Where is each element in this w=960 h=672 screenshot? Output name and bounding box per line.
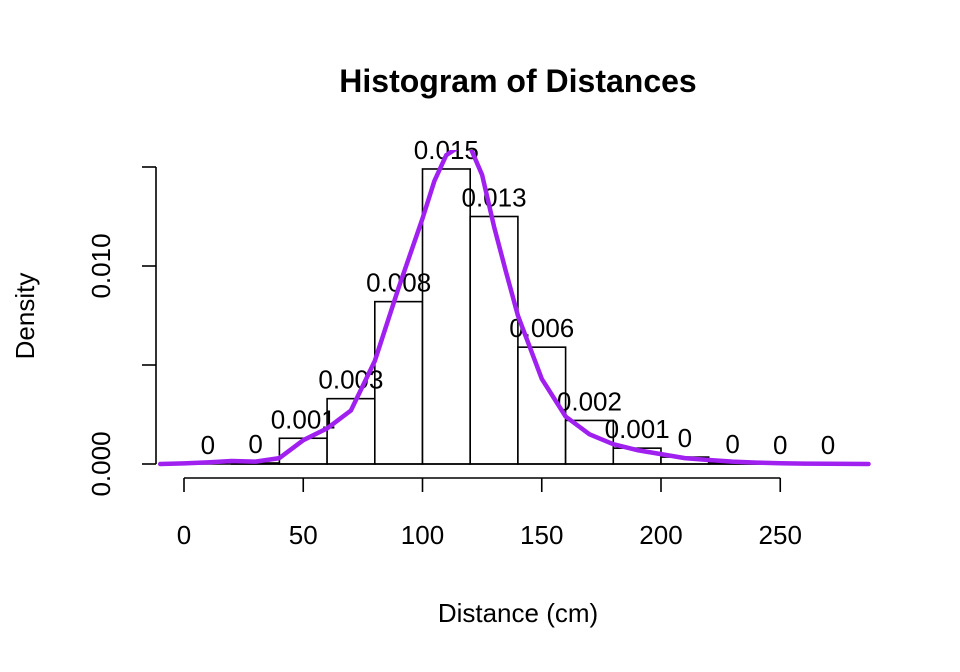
y-axis: 0.000 0.010	[86, 166, 157, 497]
histogram-bar	[469, 215, 519, 465]
chart-title: Histogram of Distances	[339, 63, 696, 99]
density-curve-layer	[157, 150, 871, 467]
bar-value-label: 0	[678, 423, 692, 453]
y-tick-label: 0.000	[86, 431, 116, 496]
x-tick-label: 250	[759, 520, 802, 550]
x-tick-label: 100	[401, 520, 444, 550]
x-axis: 0 50 100 150 200 250	[177, 477, 802, 550]
bar-value-label: 0	[248, 429, 262, 459]
x-tick-label: 0	[177, 520, 191, 550]
bar-value-label: 0.003	[318, 365, 383, 395]
bar-value-label: 0.001	[605, 414, 670, 444]
bar-value-label: 0	[725, 429, 739, 459]
bar-value-label: 0	[773, 430, 787, 460]
y-axis-label: Density	[10, 273, 40, 360]
bar-value-label: 0.013	[462, 183, 527, 213]
x-tick-label: 150	[520, 520, 563, 550]
x-tick-label: 50	[289, 520, 318, 550]
bar-value-label: 0	[201, 430, 215, 460]
x-tick-label: 200	[639, 520, 682, 550]
density-curve-line	[157, 150, 871, 467]
y-tick-label: 0.010	[86, 233, 116, 298]
bar-value-label: 0.002	[557, 386, 622, 416]
histogram-bars	[184, 168, 852, 465]
bar-value-label: 0	[821, 430, 835, 460]
histogram-bar	[421, 168, 472, 465]
x-axis-label: Distance (cm)	[438, 598, 598, 628]
bar-value-label: 0.015	[414, 135, 479, 165]
